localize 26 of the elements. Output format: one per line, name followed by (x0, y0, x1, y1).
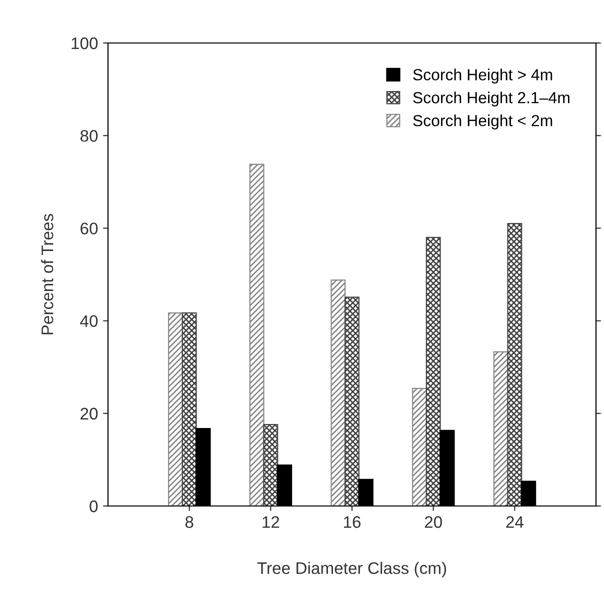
legend-label: Scorch Height 2.1–4m (413, 92, 570, 106)
bar (249, 164, 264, 506)
y-axis-title: Percent of Trees (41, 214, 54, 334)
bar (493, 351, 508, 506)
x-axis-title: Tree Diameter Class (cm) (257, 562, 446, 578)
x-tick-label: 8 (185, 516, 194, 528)
y-tick-label: 100 (72, 37, 98, 50)
bar (507, 223, 522, 506)
bar (330, 280, 346, 506)
x-tick-label: 12 (262, 516, 280, 528)
bar (426, 236, 441, 506)
x-tick-label: 24 (506, 516, 524, 528)
x-tick-label: 20 (424, 516, 442, 528)
bar (168, 312, 183, 506)
legend-label: Scorch Height < 2m (413, 114, 552, 130)
bar (182, 312, 197, 506)
y-tick-label: 60 (80, 222, 98, 234)
legend-label: Scorch Height > 4m (413, 68, 552, 84)
bar (344, 296, 360, 506)
x-tick-label: 16 (344, 516, 361, 528)
y-tick-label: 20 (80, 408, 98, 420)
y-tick-label: 80 (80, 130, 98, 142)
y-tick-label: 40 (80, 315, 98, 328)
bar (263, 424, 278, 506)
bar (412, 388, 427, 506)
y-tick-label: 0 (90, 500, 98, 512)
